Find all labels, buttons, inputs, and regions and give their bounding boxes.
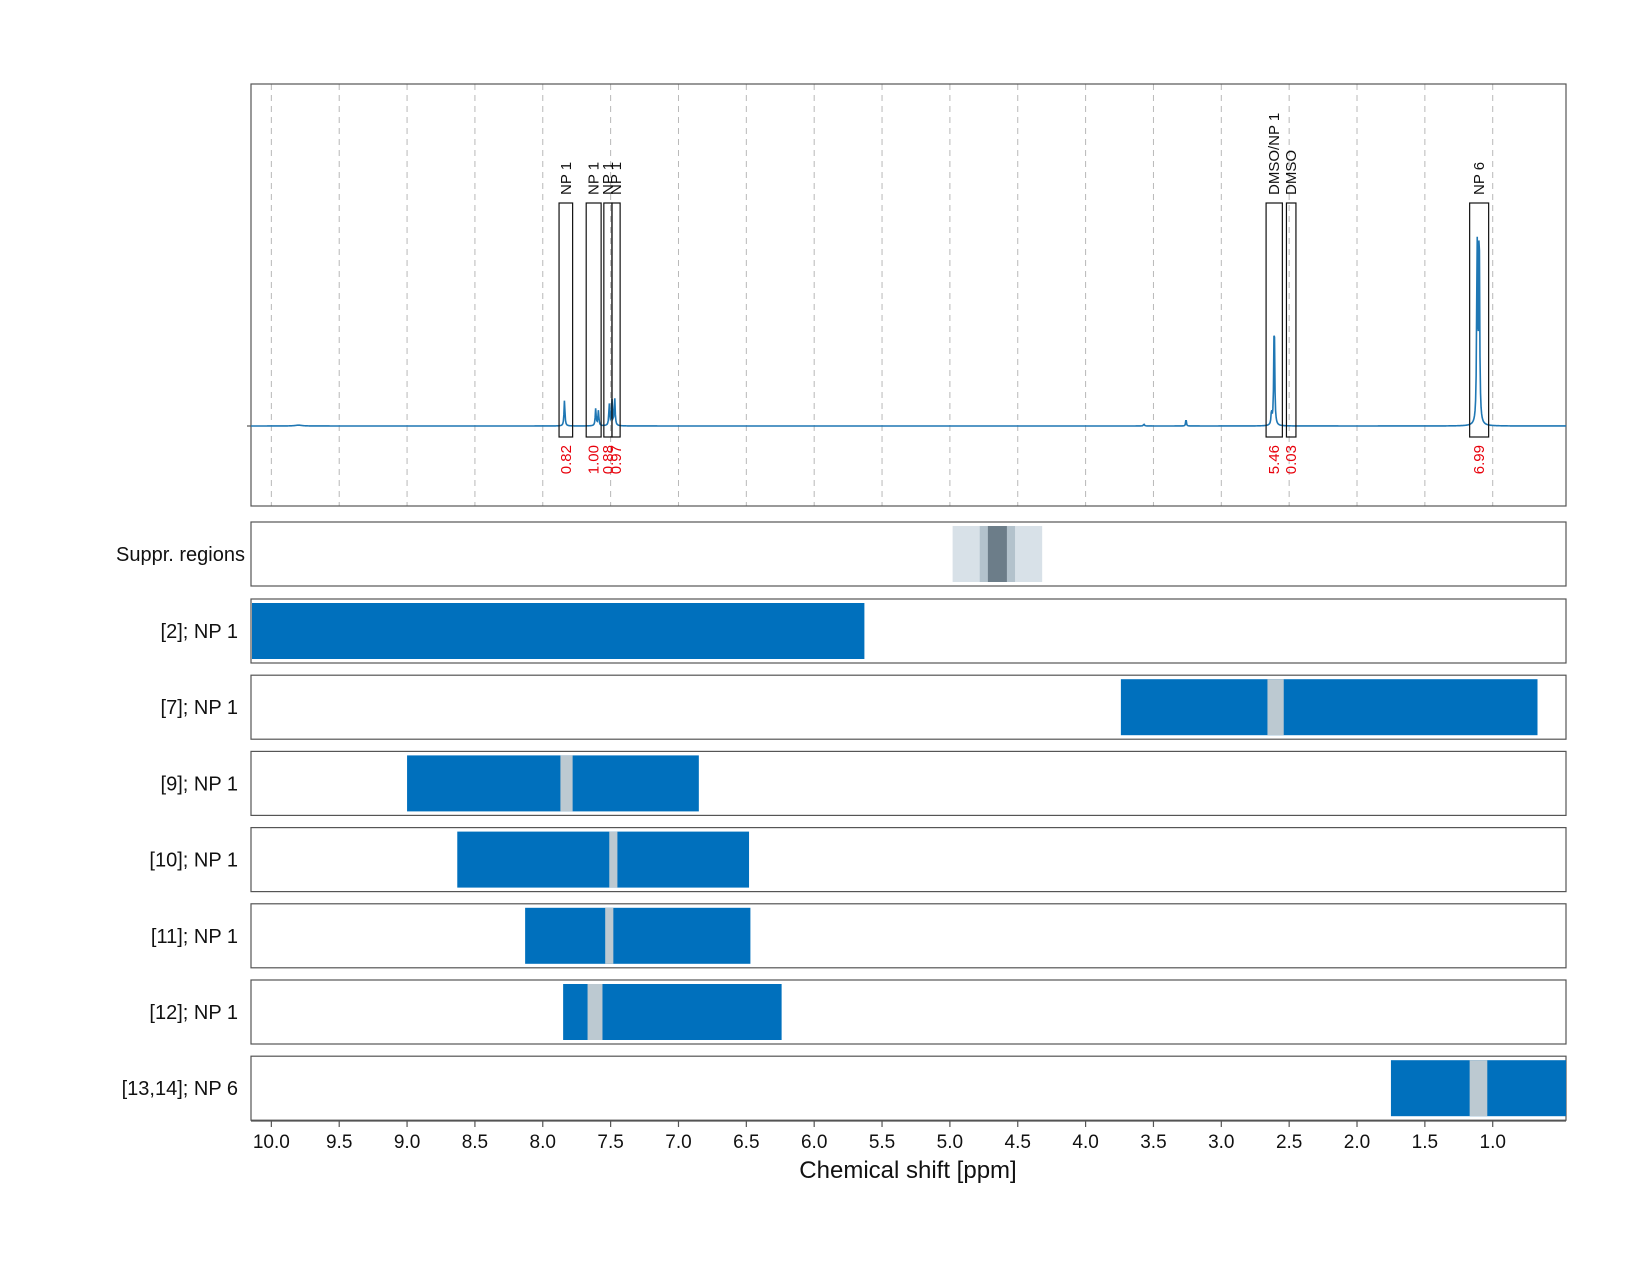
- row-frame: [250, 903, 1567, 969]
- peak-region-label: NP 1: [608, 162, 625, 195]
- x-tick-label: 8.0: [530, 1132, 556, 1153]
- peak-region-label: DMSO: [1283, 150, 1300, 195]
- spectrum-line: [251, 236, 1566, 427]
- x-tick-label: 5.5: [869, 1132, 895, 1153]
- row-frame: [250, 674, 1567, 740]
- x-tick-label: 6.5: [733, 1132, 759, 1153]
- x-tick-label: 9.5: [326, 1132, 352, 1153]
- region-row: [12]; NP 1: [149, 979, 1567, 1045]
- x-tick-label: 1.5: [1412, 1132, 1438, 1153]
- x-tick-label: 8.5: [462, 1132, 488, 1153]
- peak-region-box: [558, 202, 574, 438]
- excluded-gap: [1267, 679, 1284, 736]
- x-tick-label: 2.5: [1276, 1132, 1302, 1153]
- region-row: [7]; NP 1: [161, 674, 1567, 740]
- x-axis-label: Chemical shift [ppm]: [799, 1157, 1016, 1184]
- x-tick-label: 3.0: [1208, 1132, 1234, 1153]
- spectrum-panel: NP 1 0.82 NP 1 1.00 NP 1 0.88 NP 1 0.97 DMSO/NP …: [247, 83, 1567, 507]
- suppression-frame: [250, 521, 1567, 587]
- row-label: [12]; NP 1: [149, 1002, 238, 1024]
- row-frame: [250, 750, 1567, 817]
- x-tick-label: 6.0: [801, 1132, 827, 1153]
- peak-region-box: [1469, 202, 1490, 438]
- suppression-segment: [987, 526, 1007, 582]
- x-tick-label: 9.0: [394, 1132, 420, 1153]
- peak-region-label: NP 1: [600, 162, 617, 195]
- region-row: [10]; NP 1: [149, 826, 1567, 893]
- peak-integral-label: 6.99: [1471, 445, 1488, 474]
- peak-integral-label: 0.88: [600, 445, 617, 474]
- row-frame: [250, 979, 1567, 1045]
- region-bar: [252, 603, 865, 659]
- excluded-gap: [1469, 1060, 1488, 1117]
- grid-lines: [270, 84, 1494, 506]
- x-tick-label: 5.0: [937, 1132, 963, 1153]
- row-label: [2]; NP 1: [161, 621, 238, 643]
- excluded-gap: [587, 984, 603, 1040]
- x-tick-label: 7.0: [665, 1132, 691, 1153]
- region-row: [13,14]; NP 6: [122, 1055, 1567, 1121]
- row-label: [7]; NP 1: [161, 697, 238, 719]
- row-label: [10]; NP 1: [149, 850, 238, 872]
- peak-integral-label: 0.97: [608, 445, 625, 474]
- region-row: [9]; NP 1: [161, 750, 1567, 817]
- peak-region-box: [585, 202, 602, 438]
- peak-region-label: NP 1: [586, 162, 603, 195]
- excluded-gap: [609, 831, 618, 888]
- excluded-gap: [560, 755, 573, 812]
- peak-region-label: NP 6: [1471, 162, 1488, 195]
- region-bar: [407, 755, 699, 812]
- row-frame: [250, 826, 1567, 893]
- peak-region-box: [1265, 202, 1283, 438]
- region-rows: [2]; NP 1 [7]; NP 1 [9]; NP 1 [10]; NP 1 [11…: [122, 598, 1567, 1121]
- peak-integral-label: 1.00: [586, 445, 603, 474]
- peak-integral-label: 0.82: [558, 445, 575, 474]
- suppression-label: Suppr. regions: [116, 544, 245, 566]
- x-tick-label: 4.5: [1005, 1132, 1031, 1153]
- row-label: [11]; NP 1: [151, 926, 238, 948]
- row-frame: [250, 598, 1567, 664]
- region-row: [2]; NP 1: [161, 598, 1567, 664]
- spectrum-frame: [250, 83, 1567, 507]
- x-tick-label: 4.0: [1072, 1132, 1098, 1153]
- peak-region-label: DMSO/NP 1: [1266, 113, 1283, 195]
- x-tick-label: 1.0: [1480, 1132, 1506, 1153]
- excluded-gap: [605, 907, 614, 964]
- x-tick-label: 2.0: [1344, 1132, 1370, 1153]
- row-label: [9]; NP 1: [161, 773, 238, 795]
- row-label: [13,14]; NP 6: [122, 1078, 238, 1100]
- region-bar: [457, 831, 750, 888]
- row-frame: [250, 1055, 1567, 1121]
- x-tick-label: 10.0: [253, 1132, 290, 1153]
- x-tick-label: 3.5: [1140, 1132, 1166, 1153]
- region-bar: [1120, 679, 1538, 736]
- peak-integral-label: 0.03: [1283, 445, 1300, 474]
- region-bar: [525, 907, 751, 964]
- region-row: [11]; NP 1: [151, 903, 1567, 969]
- x-tick-label: 7.5: [597, 1132, 623, 1153]
- suppression-panel: Suppr. regions: [116, 521, 1567, 587]
- peak-region-box: [1285, 202, 1297, 438]
- peak-region-box: [611, 202, 621, 438]
- x-axis: 10.0 9.5 9.0 8.5 8.0 7.5 7.0 6.5 6.0 5.5 5.0 4.5 4.0…: [251, 1120, 1566, 1153]
- peak-integral-label: 5.46: [1266, 445, 1283, 474]
- peak-region-label: NP 1: [558, 162, 575, 195]
